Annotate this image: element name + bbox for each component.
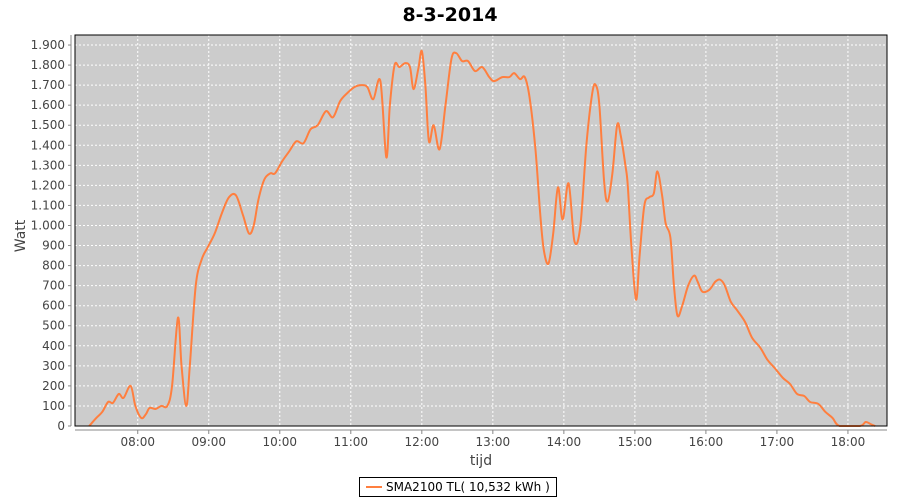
x-tick-label: 16:00: [689, 435, 724, 449]
y-tick-label: 1.900: [31, 38, 65, 52]
y-tick-label: 1.200: [31, 178, 65, 192]
x-tick-label: 14:00: [547, 435, 582, 449]
y-tick-label: 1.700: [31, 78, 65, 92]
chart-title: 8-3-2014: [402, 4, 498, 26]
legend-swatch: [366, 486, 382, 488]
y-tick-label: 1.100: [31, 198, 65, 212]
y-tick-label: 400: [42, 339, 65, 353]
legend: SMA2100 TL( 10,532 kWh ): [359, 477, 557, 497]
y-tick-label: 0: [57, 419, 65, 433]
axes: 0 100 200 300 400 500 600 700 800 900 1.000 1.100 1.…: [31, 35, 887, 449]
series-line: [88, 49, 876, 427]
x-tick-label: 10:00: [262, 435, 297, 449]
x-tick-label: 13:00: [476, 435, 511, 449]
y-tick-label: 800: [42, 259, 65, 273]
y-tick-label: 600: [42, 299, 65, 313]
y-tick-label: 700: [42, 279, 65, 293]
y-tick-label: 1.500: [31, 118, 65, 132]
y-tick-label: 1.600: [31, 98, 65, 112]
y-tick-label: 1.800: [31, 58, 65, 72]
y-tick-label: 1.000: [31, 218, 65, 232]
y-tick-label: 100: [42, 399, 65, 413]
gridlines: [75, 35, 887, 427]
y-axis-label: Watt: [13, 219, 29, 252]
y-tick-label: 1.400: [31, 138, 65, 152]
x-axis-label: tijd: [470, 453, 492, 469]
x-tick-label: 08:00: [120, 435, 155, 449]
legend-label: SMA2100 TL( 10,532 kWh ): [386, 480, 550, 494]
x-tick-label: 11:00: [333, 435, 368, 449]
y-tick-label: 1.300: [31, 158, 65, 172]
x-tick-label: 18:00: [831, 435, 866, 449]
x-tick-label: 15:00: [618, 435, 653, 449]
plot-area: [75, 35, 887, 426]
x-tick-label: 17:00: [760, 435, 795, 449]
plot-border: [74, 34, 888, 427]
y-tick-label: 200: [42, 379, 65, 393]
x-tick-label: 12:00: [405, 435, 440, 449]
y-tick-label: 900: [42, 239, 65, 253]
x-tick-label: 09:00: [191, 435, 226, 449]
y-tick-label: 300: [42, 359, 65, 373]
y-tick-label: 500: [42, 319, 65, 333]
